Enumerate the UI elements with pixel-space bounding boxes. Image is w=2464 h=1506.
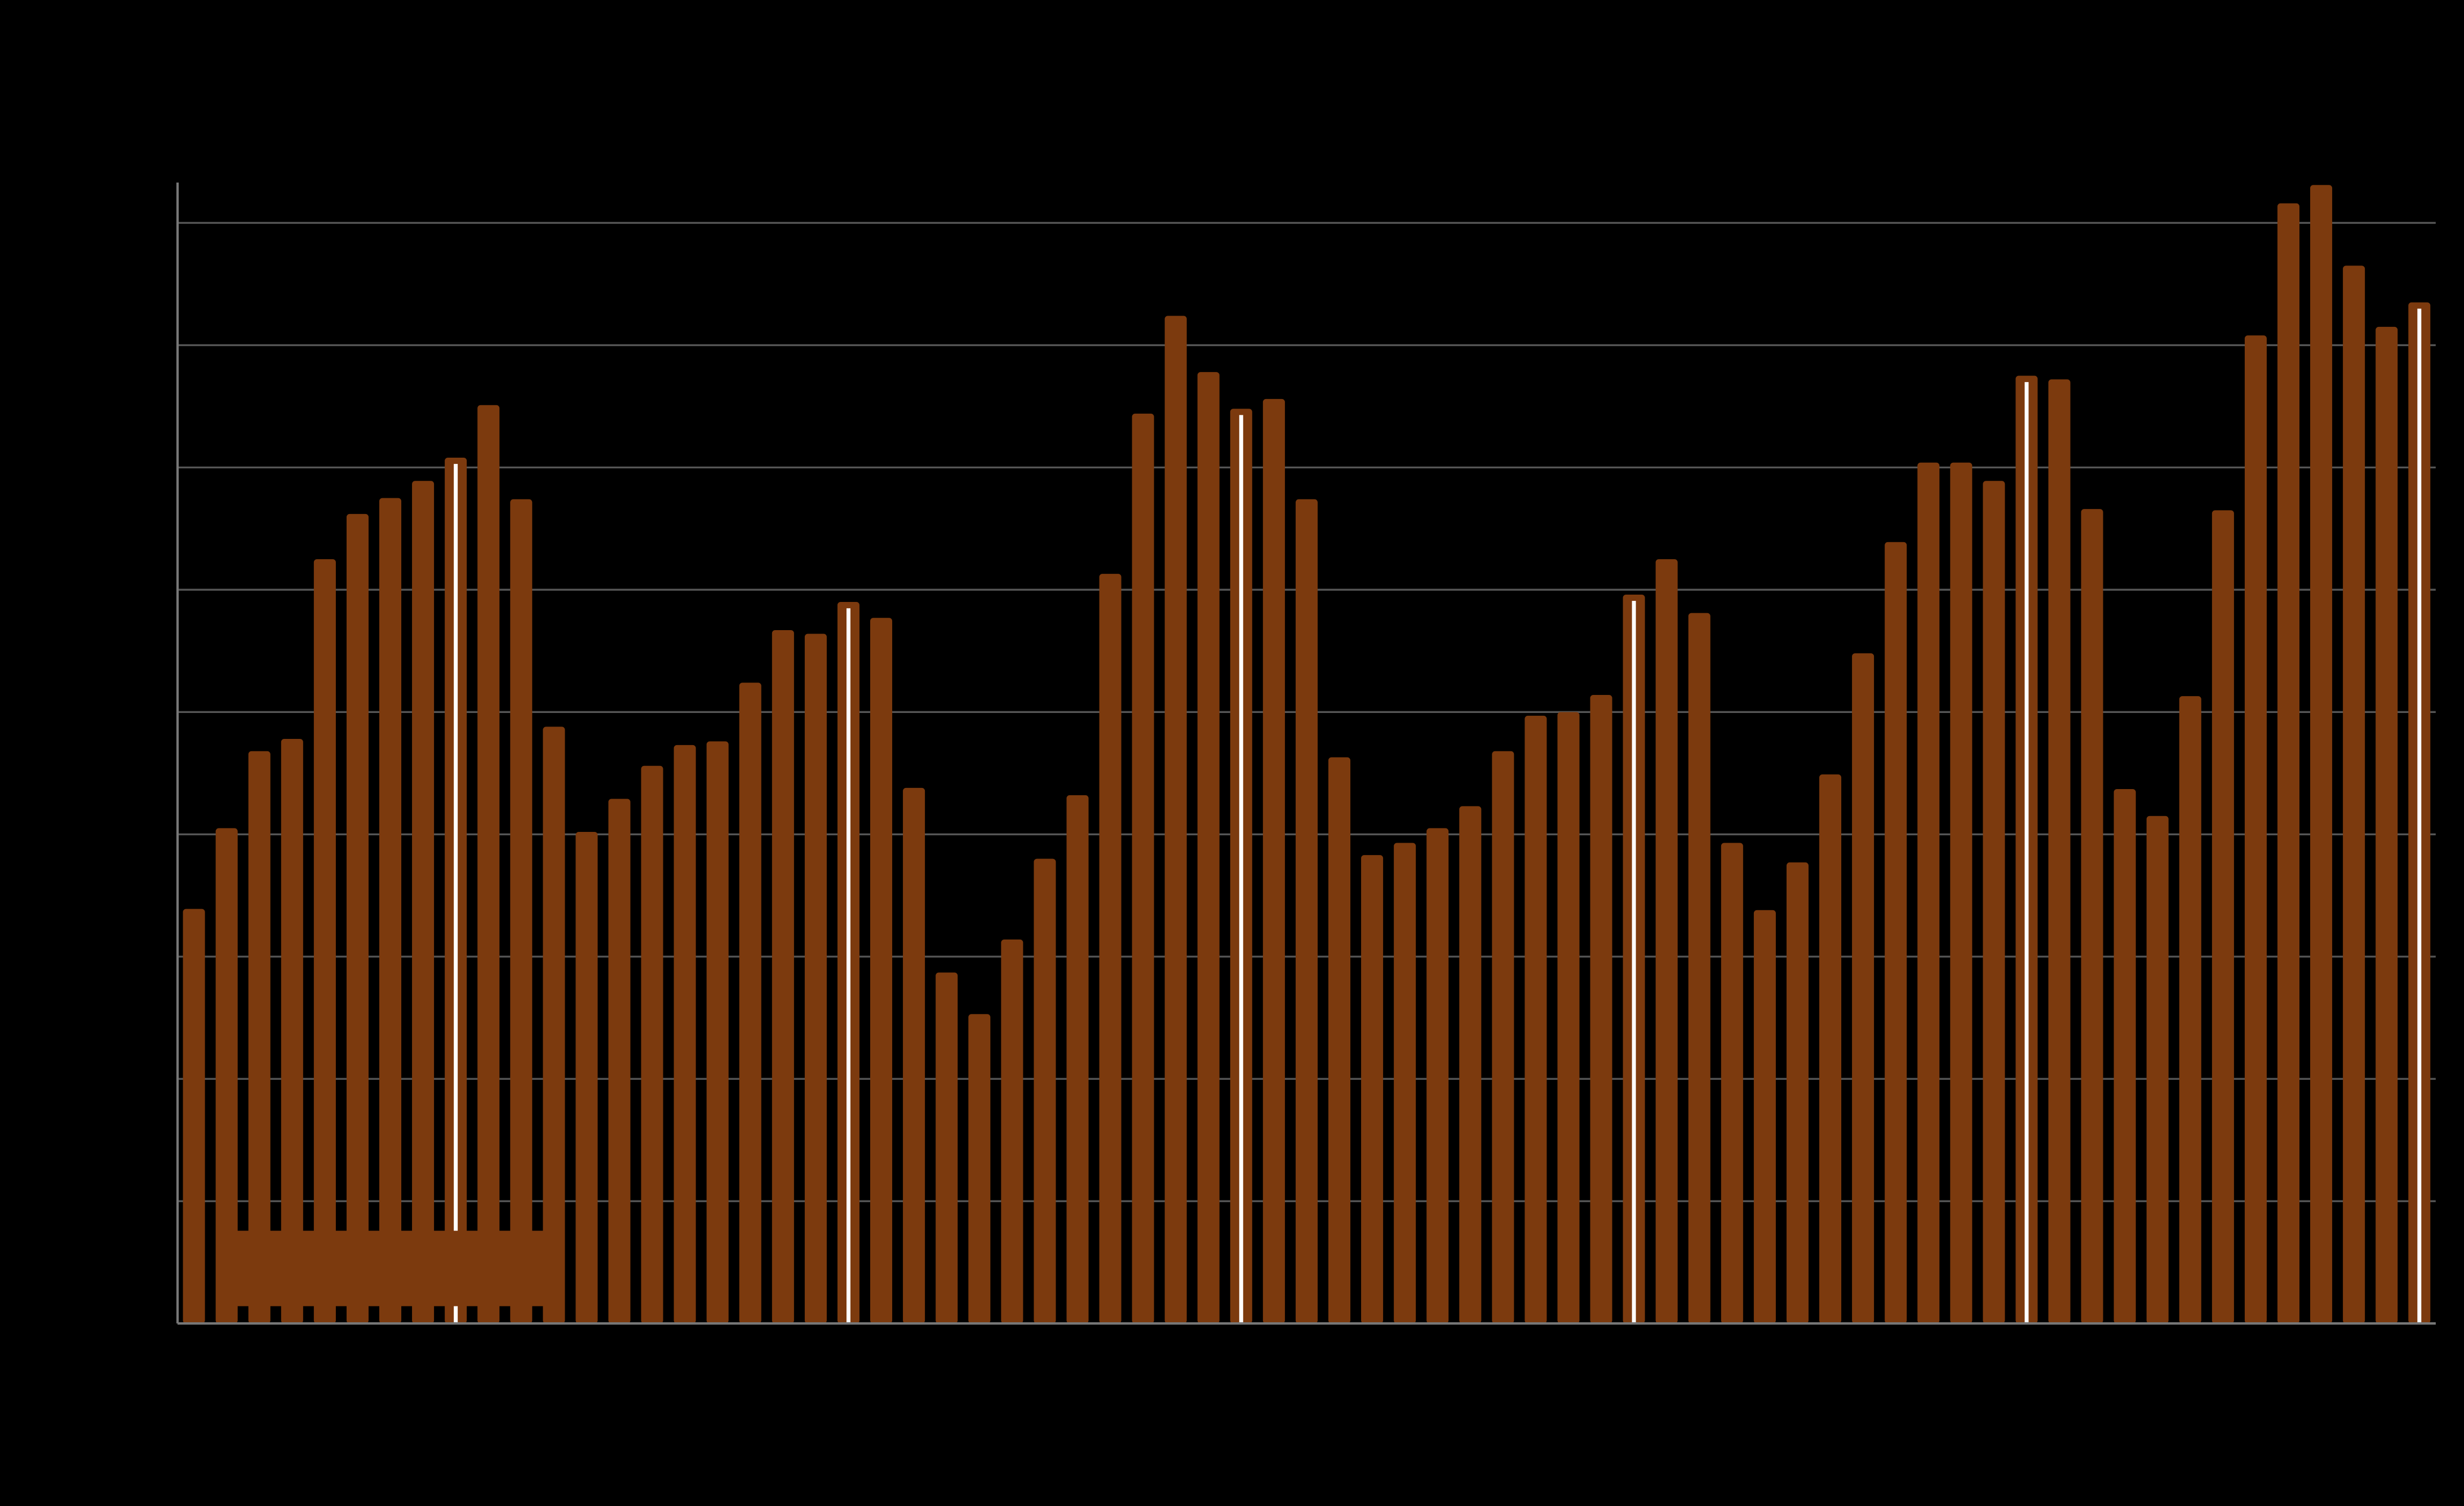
bar bbox=[575, 831, 598, 1324]
bar bbox=[510, 499, 533, 1324]
y-tick-label: 10 bbox=[140, 1188, 165, 1212]
bar bbox=[2113, 789, 2136, 1324]
bar bbox=[1361, 855, 1384, 1324]
bar bbox=[608, 799, 631, 1324]
bar bbox=[477, 405, 500, 1324]
y-tick-label: 40 bbox=[140, 821, 165, 845]
bar bbox=[1328, 757, 1351, 1324]
bar bbox=[2048, 379, 2071, 1324]
bar bbox=[1132, 413, 1154, 1324]
bar bbox=[1786, 862, 1809, 1324]
bar bbox=[2277, 203, 2300, 1324]
bar bbox=[1753, 910, 1776, 1324]
bar bbox=[543, 727, 565, 1324]
bar bbox=[313, 559, 336, 1324]
bar bbox=[183, 909, 205, 1324]
bar bbox=[2244, 335, 2267, 1324]
bar bbox=[1459, 806, 1482, 1324]
bar bbox=[248, 751, 271, 1324]
bar bbox=[2081, 509, 2103, 1324]
bar bbox=[1426, 828, 1449, 1324]
bar bbox=[1852, 653, 1874, 1324]
bar bbox=[281, 739, 303, 1324]
bar bbox=[870, 618, 893, 1324]
bar bbox=[1590, 694, 1612, 1324]
bar bbox=[706, 741, 729, 1324]
y-tick-label: 30 bbox=[140, 944, 165, 968]
bar bbox=[412, 481, 435, 1324]
bar bbox=[1295, 499, 1318, 1324]
bar bbox=[2212, 510, 2234, 1324]
bar bbox=[1688, 613, 1710, 1324]
bar bbox=[1655, 559, 1678, 1324]
legend-swatch bbox=[216, 1230, 563, 1306]
bar bbox=[1557, 712, 1580, 1324]
bar bbox=[1885, 542, 1907, 1324]
bar bbox=[739, 683, 761, 1324]
y-tick-label: 50 bbox=[140, 699, 165, 723]
bar bbox=[1525, 715, 1547, 1324]
y-tick-label: 20 bbox=[140, 1066, 165, 1090]
bar bbox=[1197, 372, 1220, 1324]
bar bbox=[2179, 696, 2201, 1324]
bar bbox=[215, 828, 238, 1324]
bar bbox=[346, 513, 369, 1324]
y-tick-label: 0 bbox=[153, 1310, 165, 1334]
bar bbox=[1819, 774, 1842, 1324]
bar bbox=[1099, 574, 1122, 1324]
bar bbox=[1001, 939, 1023, 1324]
bar bbox=[379, 498, 402, 1324]
bar bbox=[2310, 185, 2333, 1324]
bar bbox=[936, 972, 958, 1324]
bar bbox=[1394, 843, 1416, 1324]
bar bbox=[903, 787, 925, 1324]
bar bbox=[2146, 816, 2169, 1324]
bar bbox=[1034, 858, 1056, 1324]
bar bbox=[2376, 326, 2398, 1324]
bar bbox=[1164, 316, 1187, 1324]
bar bbox=[1950, 462, 1973, 1324]
bar bbox=[804, 634, 827, 1324]
y-tick-label: 70 bbox=[140, 454, 165, 479]
bar bbox=[1262, 398, 1285, 1324]
bar bbox=[1492, 751, 1514, 1324]
bar bbox=[2343, 265, 2365, 1324]
bar bbox=[673, 745, 696, 1324]
y-tick-label: 60 bbox=[140, 577, 165, 601]
bar bbox=[772, 630, 794, 1324]
bar bbox=[1721, 843, 1743, 1324]
bar bbox=[968, 1014, 991, 1324]
bar bbox=[1983, 481, 2005, 1324]
bar bbox=[641, 765, 663, 1324]
bar bbox=[1917, 462, 1940, 1324]
y-tick-label: 90 bbox=[140, 210, 165, 234]
bar bbox=[1066, 795, 1089, 1324]
y-tick-label: 80 bbox=[140, 332, 165, 356]
